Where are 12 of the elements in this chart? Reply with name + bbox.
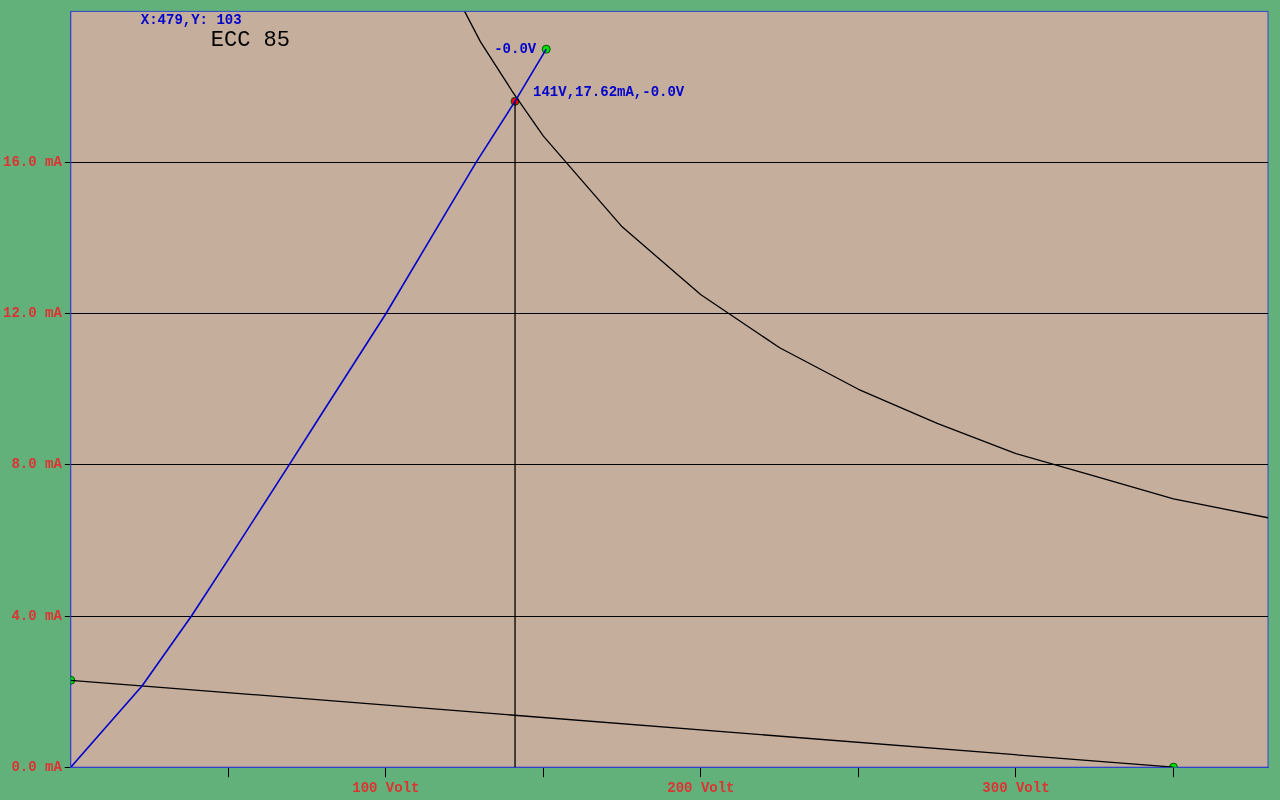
x-tick-label: 300 Volt: [982, 780, 1050, 797]
y-tick-label: 12.0 mA: [3, 305, 63, 322]
annotation: 141V,17.62mA,-0.0V: [533, 83, 685, 100]
series-label: -0.0V: [494, 40, 537, 57]
y-tick-label: 8.0 mA: [11, 456, 63, 473]
x-tick-label: 100 Volt: [352, 780, 420, 797]
y-tick-label: 4.0 mA: [11, 607, 63, 624]
y-tick-label: 16.0 mA: [3, 154, 63, 171]
annotation: X:479,Y: 103: [140, 11, 242, 28]
x-tick-label: 200 Volt: [667, 780, 735, 797]
text: ECC 85: [210, 28, 291, 54]
y-tick-label: 0.0 mA: [11, 758, 63, 775]
